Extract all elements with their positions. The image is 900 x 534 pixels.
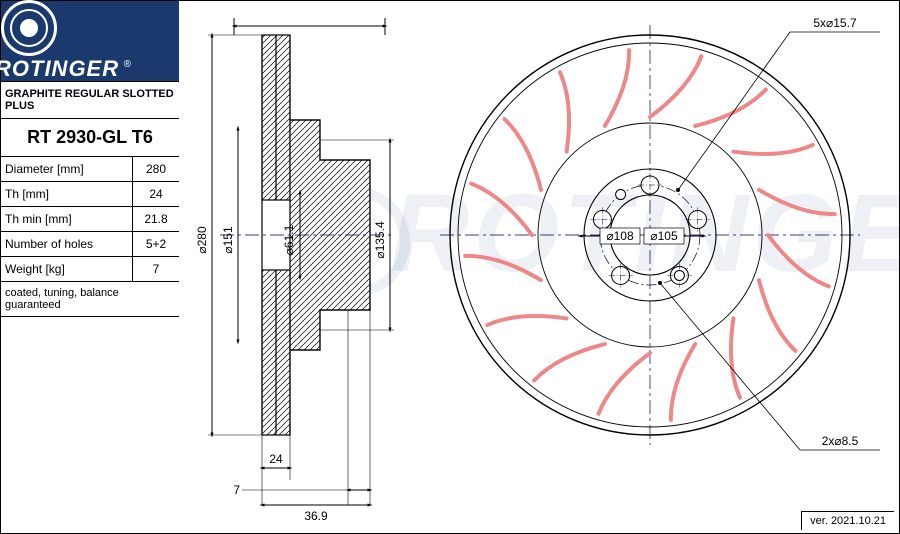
rotor-slot <box>487 316 566 325</box>
dim-d108: ⌀108 <box>606 229 634 243</box>
dim-d61: ⌀61.1 <box>282 224 296 255</box>
dim-t7: 7 <box>233 483 240 497</box>
rotor-slot <box>768 235 829 286</box>
dim-d1354: ⌀135.4 <box>373 221 387 259</box>
brand-logo: ROTINGER ® <box>1 1 179 81</box>
spec-value: 21.8 <box>133 207 179 231</box>
spec-row-th: Th [mm] 24 <box>1 182 179 207</box>
rotor-slot <box>650 56 701 117</box>
rotor-slot <box>695 90 766 126</box>
rotor-slot <box>759 190 835 214</box>
spec-label: Number of holes <box>1 232 133 256</box>
rotor-slot <box>671 344 695 420</box>
brand-name: ROTINGER <box>0 56 119 82</box>
rotor-slot <box>465 256 541 280</box>
logo-o-icon <box>1 0 57 56</box>
rotor-slot <box>560 72 569 151</box>
dim-holes-main: 5x⌀15.7 <box>813 16 857 30</box>
spec-label: Diameter [mm] <box>1 157 133 181</box>
technical-drawing: ⌀280 ⌀151 ⌀61.1 ⌀135.4 24 7 <box>180 0 900 534</box>
rotor-slot <box>759 280 795 351</box>
dim-d105: ⌀105 <box>650 229 678 243</box>
spec-row-weight: Weight [kg] 7 <box>1 257 179 282</box>
registered-mark: ® <box>124 59 131 70</box>
spec-value: 7 <box>133 257 179 281</box>
dim-d280: ⌀280 <box>195 226 209 254</box>
dim-t369: 36.9 <box>304 509 328 523</box>
dim-holes-small: 2x⌀8.5 <box>822 434 859 448</box>
rotor-slot <box>599 353 650 414</box>
spec-value: 5+2 <box>133 232 179 256</box>
dim-t24: 24 <box>269 452 283 466</box>
version-label: ver. 2021.10.21 <box>801 511 894 530</box>
dim-d151: ⌀151 <box>221 226 235 254</box>
spec-header: GRAPHITE REGULAR SLOTTED PLUS <box>1 82 179 119</box>
rotor-slot <box>733 145 812 154</box>
rotor-slot <box>534 344 605 380</box>
spec-row-holes: Number of holes 5+2 <box>1 232 179 257</box>
spec-value: 24 <box>133 182 179 206</box>
part-number: RT 2930-GL T6 <box>1 119 179 157</box>
rotor-slot <box>605 50 629 126</box>
spec-label: Th [mm] <box>1 182 133 206</box>
rotor-slot <box>505 119 541 190</box>
spec-row-diameter: Diameter [mm] 280 <box>1 157 179 182</box>
spec-row-thmin: Th min [mm] 21.8 <box>1 207 179 232</box>
side-section-view: ⌀280 ⌀151 ⌀61.1 ⌀135.4 24 7 <box>195 18 395 523</box>
rotor-slot <box>471 184 532 235</box>
spec-table: GRAPHITE REGULAR SLOTTED PLUS RT 2930-GL… <box>1 81 179 317</box>
rotor-slot <box>731 318 740 397</box>
spec-label: Th min [mm] <box>1 207 133 231</box>
spec-label: Weight [kg] <box>1 257 133 281</box>
spec-note: coated, tuning, balance guaranteed <box>1 282 179 317</box>
spec-value: 280 <box>133 157 179 181</box>
